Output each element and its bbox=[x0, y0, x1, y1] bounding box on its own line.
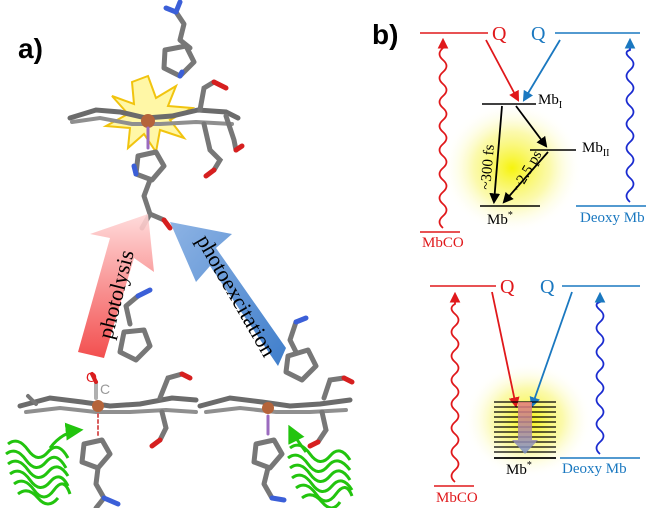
q-label-blue: Q bbox=[531, 23, 546, 45]
q-label-red-bottom: Q bbox=[500, 276, 515, 298]
glow-top bbox=[442, 102, 582, 234]
red-relax-arrow bbox=[485, 39, 520, 102]
photoexcitation-label: photoexcitation bbox=[192, 230, 282, 361]
red-relax-arrow-bottom bbox=[491, 291, 520, 409]
decay-arrow-2-5ps bbox=[502, 151, 549, 204]
mbstar-label-bottom: Mb* bbox=[506, 460, 532, 478]
blue-relax-arrow bbox=[522, 39, 561, 102]
green-light-right-icon bbox=[287, 424, 354, 508]
top-heme bbox=[67, 74, 245, 179]
diagram-top: Q Q MbCO Deoxy Mb MbI MbII Mb* bbox=[420, 23, 646, 251]
blue-excitation-wave-bottom bbox=[594, 291, 606, 455]
mb1-label: MbI bbox=[538, 92, 562, 111]
top-histidine bbox=[161, 0, 197, 79]
panel-b-label: b) bbox=[372, 19, 398, 50]
co-carbon-label: C bbox=[100, 381, 110, 397]
photolysis-arrow: photolysis bbox=[78, 214, 154, 358]
photoexcitation-arrow: photoexcitation bbox=[170, 222, 286, 366]
green-light-left-icon bbox=[5, 422, 84, 506]
deoxy-label-bottom: Deoxy Mb bbox=[562, 461, 627, 477]
bottom-right-heme bbox=[197, 375, 355, 503]
mbco-label-top: MbCO bbox=[422, 235, 464, 251]
red-excitation-wave-bottom bbox=[449, 291, 461, 483]
mbstar-label-top: Mb* bbox=[487, 210, 513, 228]
q-label-blue-bottom: Q bbox=[540, 276, 555, 298]
band-relaxation-arrow bbox=[512, 402, 538, 454]
q-label-red: Q bbox=[492, 23, 507, 45]
blue-relax-arrow-bottom bbox=[529, 291, 573, 409]
blue-excitation-wave bbox=[624, 37, 636, 203]
decay-arrow-300fs bbox=[489, 105, 503, 205]
iron-atom-icon bbox=[262, 402, 274, 414]
top-proximal-histidine bbox=[131, 126, 173, 231]
mid-left-histidine bbox=[117, 287, 153, 363]
mb2-label: MbII bbox=[582, 140, 610, 159]
deoxy-label-top: Deoxy Mb bbox=[580, 210, 645, 226]
decay-arrow-mb2 bbox=[515, 105, 548, 148]
panel-a: a) bbox=[5, 0, 355, 508]
panel-a-label: a) bbox=[18, 33, 43, 64]
co-oxygen-label: O bbox=[86, 369, 97, 385]
excitation-burst-icon bbox=[102, 74, 196, 155]
iron-atom-icon bbox=[141, 114, 155, 128]
diagram-bottom: Q Q MbCO Deoxy Mb bbox=[430, 276, 640, 506]
time-300fs-label: ~300 fs bbox=[478, 144, 498, 191]
panel-b: b) Q Q MbCO Deoxy Mb MbI MbII bbox=[372, 19, 646, 506]
mbco-label-bottom: MbCO bbox=[436, 490, 478, 506]
bottom-left-heme: O C bbox=[17, 369, 199, 508]
red-excitation-wave bbox=[437, 37, 449, 229]
iron-atom-icon bbox=[92, 400, 104, 412]
mid-right-histidine bbox=[283, 315, 319, 383]
